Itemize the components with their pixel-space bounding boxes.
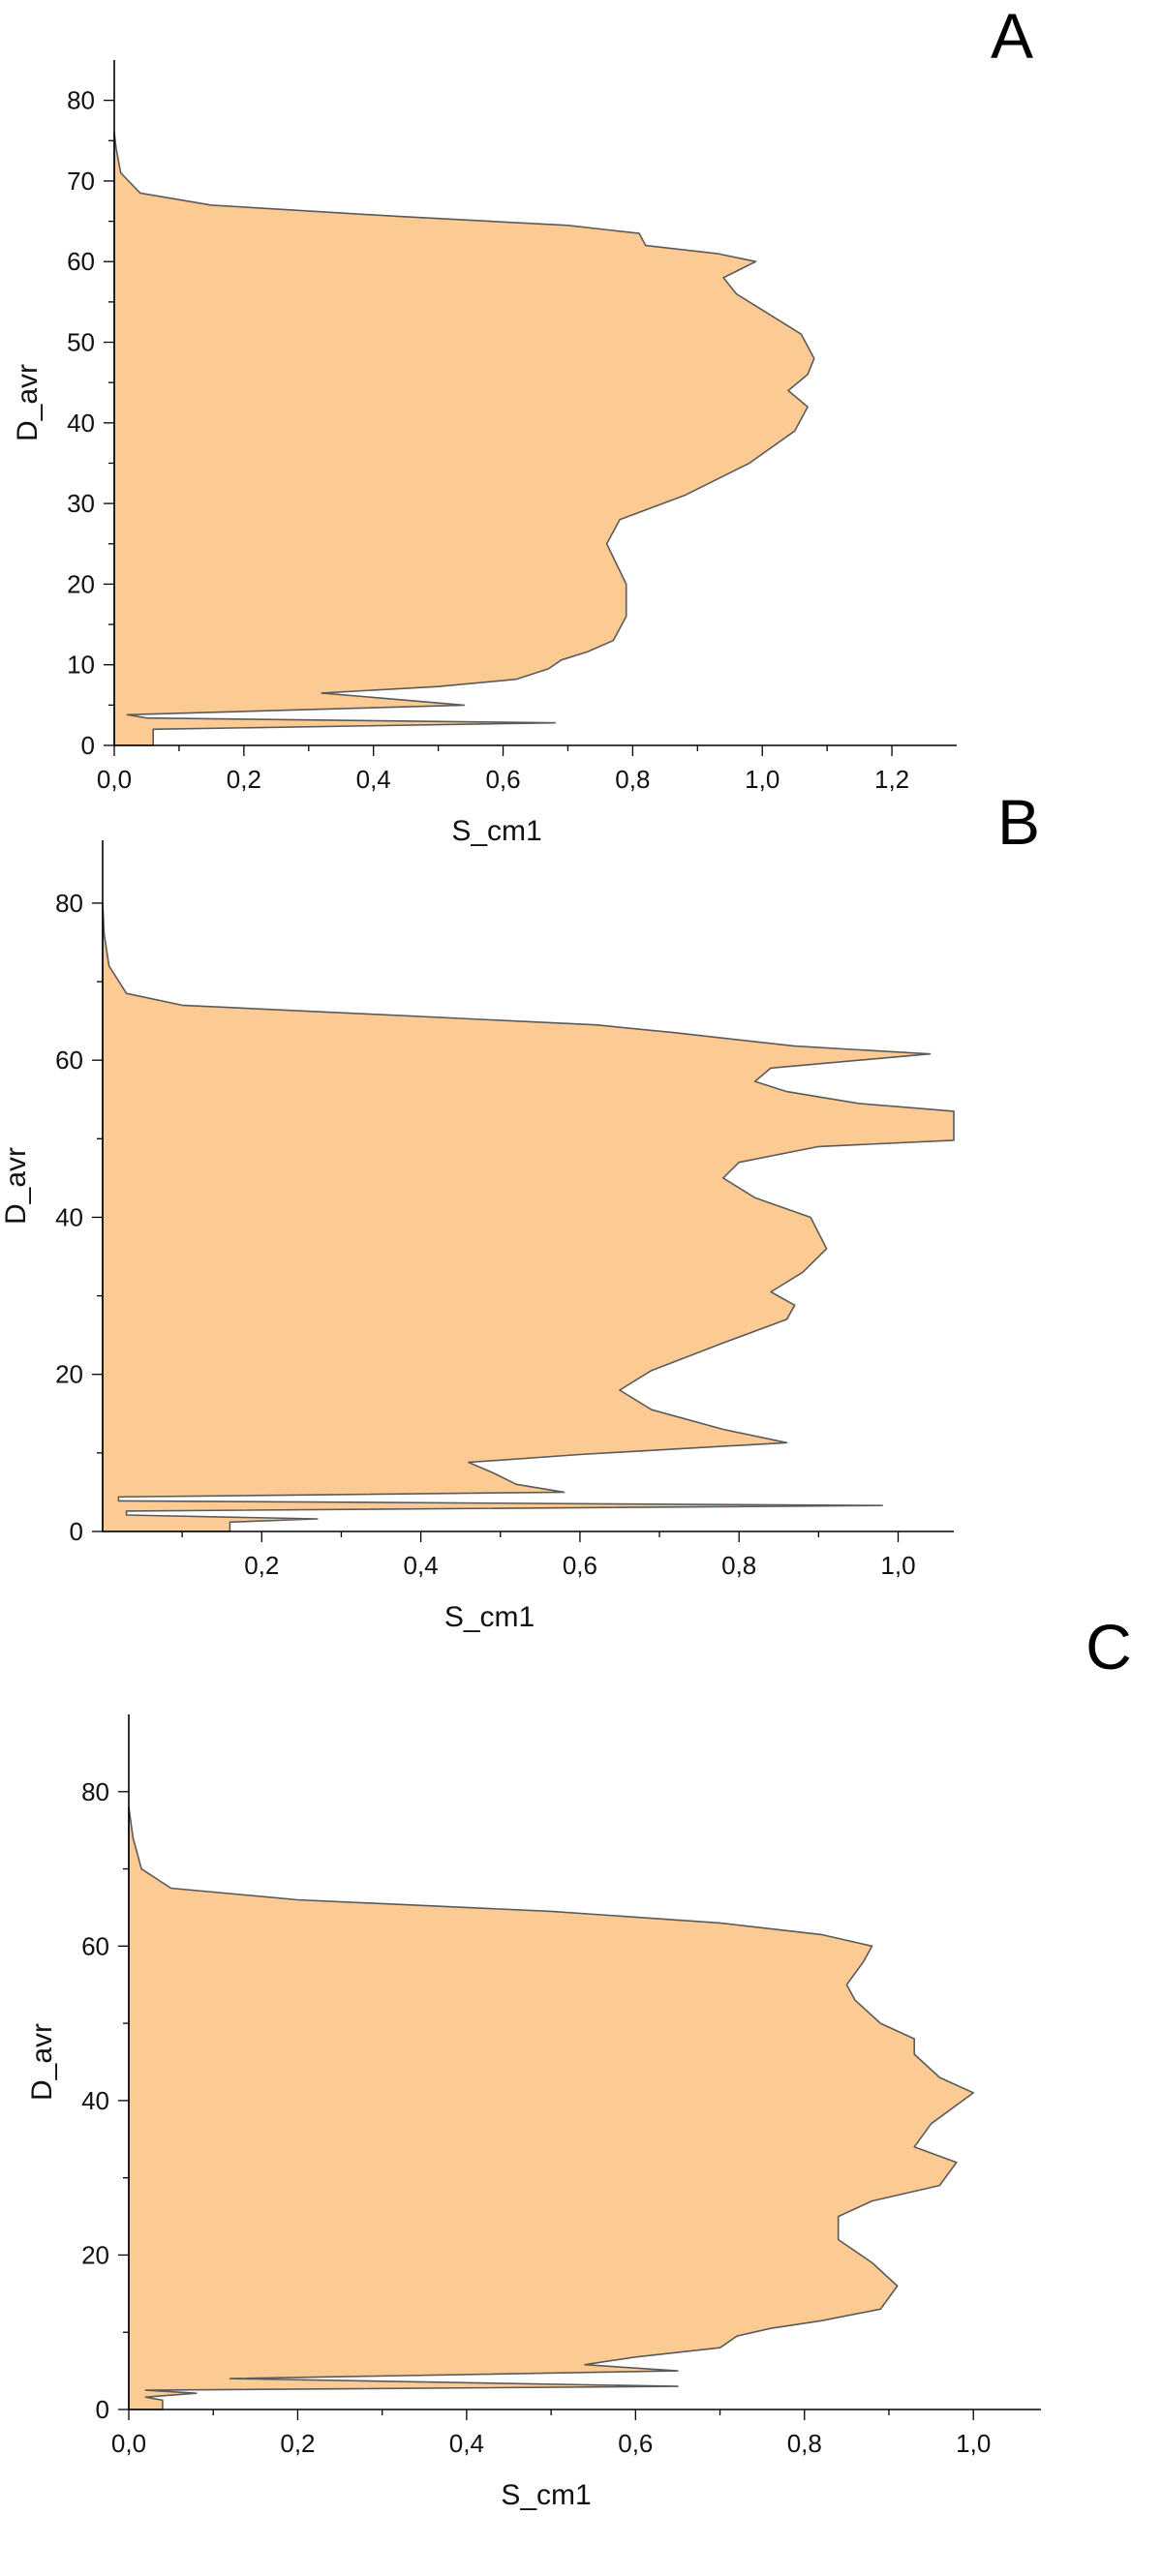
x-tick-label: 1,0 [956,2429,991,2458]
y-axis-title: D_avr [0,1147,32,1225]
x-tick-label: 0,6 [563,1551,597,1580]
y-tick-label: 20 [67,569,95,598]
x-tick-label: 0,2 [244,1551,279,1580]
x-tick-label: 0,2 [280,2429,315,2458]
x-axis-title: S_cm1 [501,2479,591,2511]
x-tick-label: 0,2 [227,765,261,794]
y-tick-label: 20 [55,1360,83,1389]
chart-panel-b: 0,2 0,4 0,6 0,8 1,0 0 20 40 60 80 S_cm1 D_avr B [0,786,1040,1633]
y-tick-label: 10 [67,651,95,680]
chart-panel-a: 0,0 0,2 0,4 0,6 0,8 1,0 1,2 0 10 20 30 40 50 60 70 80 S_… [12,0,1033,847]
x-tick-label: 1,0 [745,765,780,794]
area-series-0 [113,132,815,746]
x-tick-label: 0,4 [449,2429,484,2458]
y-tick-label: 40 [67,409,95,438]
panel-label: B [997,786,1040,858]
y-tick-label: 30 [67,489,95,518]
x-axis-title: S_cm1 [444,1601,535,1633]
area-series-0 [102,902,955,1532]
x-tick-label: 0,6 [618,2429,653,2458]
x-tick-label: 0,0 [97,765,132,794]
y-tick-label: 80 [81,1777,109,1806]
y-tick-label: 60 [55,1046,83,1075]
panel-label: C [1086,1611,1132,1682]
x-tick-label: 0,8 [787,2429,822,2458]
x-tick-label: 0,6 [485,765,520,794]
y-tick-label: 40 [55,1202,83,1231]
area-series-0 [128,1805,974,2410]
y-tick-label: 60 [67,247,95,276]
x-tick-label: 0,8 [615,765,650,794]
x-tick-label: 0,4 [404,1551,439,1580]
x-tick-label: 1,2 [874,765,909,794]
x-axis-title: S_cm1 [451,815,541,847]
y-tick-label: 70 [67,167,95,196]
y-tick-label: 80 [67,86,95,115]
y-tick-label: 20 [81,2240,109,2269]
y-tick-label: 40 [81,2086,109,2115]
x-tick-label: 0,8 [721,1551,756,1580]
y-tick-label: 50 [67,328,95,357]
y-tick-label: 60 [81,1931,109,1960]
y-tick-label: 0 [96,2395,109,2424]
panel-label: A [991,0,1033,72]
chart-panel-c: 0,0 0,2 0,4 0,6 0,8 1,0 0 20 40 60 80 S_cm1 D_avr C [26,1611,1132,2511]
x-tick-label: 0,4 [356,765,391,794]
y-axis-title: D_avr [12,364,44,441]
y-axis-title: D_avr [26,2023,58,2101]
y-tick-label: 0 [81,731,95,760]
y-tick-label: 0 [70,1517,83,1546]
y-tick-label: 80 [55,889,83,918]
x-tick-label: 1,0 [880,1551,915,1580]
x-tick-label: 0,0 [111,2429,146,2458]
